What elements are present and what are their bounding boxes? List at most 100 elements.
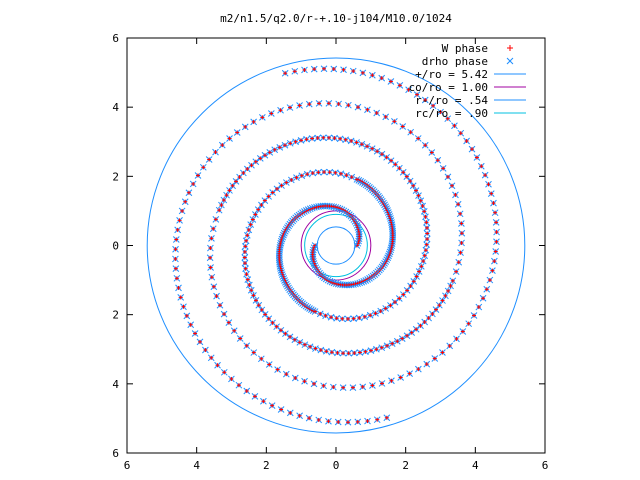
w-phase-point: [326, 419, 331, 424]
w-phase-point: [346, 351, 351, 356]
w-phase-point: [484, 287, 489, 292]
w-phase-point: [390, 341, 395, 346]
w-phase-point: [279, 407, 284, 412]
w-phase-point: [222, 312, 227, 317]
w-phase-point: [385, 343, 390, 348]
w-phase-point: [487, 278, 492, 283]
w-phase-point: [401, 170, 406, 175]
w-phase-point: [253, 298, 258, 303]
w-phase-point: [481, 296, 486, 301]
w-phase-point: [201, 165, 206, 170]
w-phase-point: [292, 69, 297, 74]
w-phase-point: [345, 316, 350, 321]
x-tick-label: 4: [193, 459, 200, 472]
w-phase-point: [335, 350, 340, 355]
w-phase-point: [174, 276, 179, 281]
w-phase-point: [188, 322, 193, 327]
w-phase-point: [175, 227, 180, 232]
w-phase-point: [459, 240, 464, 245]
w-phase-point: [400, 336, 405, 341]
w-phase-point: [456, 260, 461, 265]
w-phase-point: [256, 303, 261, 308]
w-phase-point: [283, 331, 288, 336]
w-phase-point: [326, 101, 331, 106]
w-phase-point: [318, 311, 323, 316]
w-phase-point: [321, 383, 326, 388]
x-tick-label: 2: [402, 459, 409, 472]
w-phase-point: [249, 163, 254, 168]
w-phase-point: [365, 107, 370, 112]
reference-circle: [316, 226, 356, 265]
w-phase-point: [289, 177, 294, 182]
w-phase-point: [261, 399, 266, 404]
w-phase-point: [272, 147, 277, 152]
w-phase-point: [177, 218, 182, 223]
w-phase-point: [351, 69, 356, 74]
w-phase-point: [245, 277, 250, 282]
w-phase-point: [249, 288, 254, 293]
w-phase-point: [446, 288, 451, 293]
legend-label: rc/ro = .90: [415, 107, 488, 120]
w-phase-point: [262, 198, 267, 203]
w-phase-point: [414, 327, 419, 332]
w-phase-point: [383, 114, 388, 119]
w-phase-point: [486, 182, 491, 187]
reference-circle: [300, 210, 372, 281]
w-phase-point: [378, 309, 383, 314]
w-phase-point: [217, 208, 222, 213]
w-phase-point: [341, 351, 346, 356]
w-phase-point: [492, 259, 497, 264]
w-phase-point: [208, 255, 213, 260]
w-phase-point: [490, 268, 495, 273]
legend-label: r-/ro = .54: [415, 94, 488, 107]
w-phase-point: [219, 203, 224, 208]
w-phase-point: [354, 140, 359, 145]
w-phase-point: [479, 164, 484, 169]
w-phase-point: [278, 328, 283, 333]
w-phase-point: [414, 274, 419, 279]
w-phase-point: [224, 193, 229, 198]
w-phase-point: [336, 419, 341, 424]
w-phase-point: [183, 199, 188, 204]
w-phase-point: [421, 259, 426, 264]
w-phase-point: [422, 253, 427, 258]
w-phase-point: [397, 296, 402, 301]
w-phase-point: [245, 233, 250, 238]
w-phase-point: [208, 265, 213, 270]
w-phase-point: [312, 67, 317, 72]
x-tick-label: 2: [263, 459, 270, 472]
w-phase-point: [338, 136, 343, 141]
w-phase-point: [357, 315, 362, 320]
w-phase-point: [230, 183, 235, 188]
w-phase-point: [258, 156, 263, 161]
w-phase-point: [178, 295, 183, 300]
w-phase-point: [227, 188, 232, 193]
w-phase-point: [293, 376, 298, 381]
w-phase-point: [244, 272, 249, 277]
w-phase-point: [415, 92, 420, 97]
w-phase-point: [459, 221, 464, 226]
w-phase-point: [474, 155, 479, 160]
w-phase-point: [292, 337, 297, 342]
x-tick-label: 4: [472, 459, 479, 472]
w-phase-point: [209, 236, 214, 241]
w-phase-point: [435, 158, 440, 163]
w-phase-point: [355, 419, 360, 424]
w-phase-point: [424, 225, 429, 230]
w-phase-point: [416, 193, 421, 198]
y-tick-label: 4: [112, 101, 119, 114]
y-tick-label: 6: [112, 32, 119, 45]
w-phase-point: [359, 142, 364, 147]
w-phase-point: [279, 183, 284, 188]
w-phase-point: [397, 166, 402, 171]
w-phase-point: [470, 147, 475, 152]
w-phase-point: [191, 181, 196, 186]
w-phase-point: [445, 116, 450, 121]
w-phase-point: [422, 209, 427, 214]
w-phase-point: [317, 101, 322, 106]
w-phase-point: [458, 250, 463, 255]
w-phase-point: [379, 345, 384, 350]
w-phase-point: [318, 348, 323, 353]
w-phase-point: [238, 336, 243, 341]
w-phase-point: [424, 362, 429, 367]
